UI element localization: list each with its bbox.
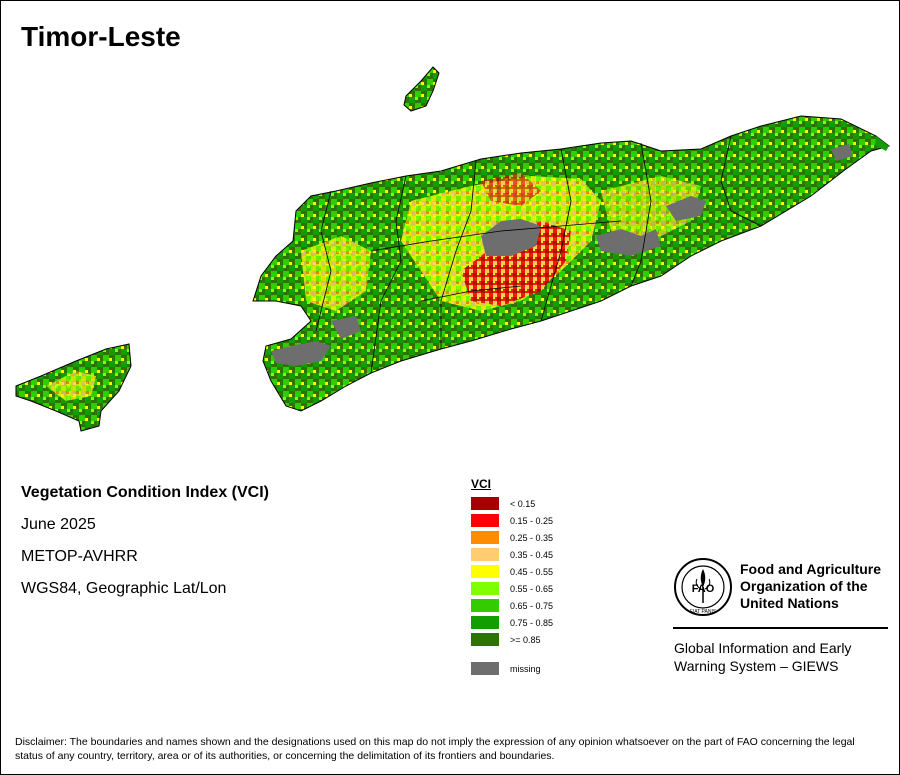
legend-row: >= 0.85 (471, 631, 553, 648)
legend-label: 0.75 - 0.85 (510, 617, 554, 628)
legend-row: 0.45 - 0.55 (471, 563, 553, 580)
legend-label: 0.55 - 0.65 (510, 583, 554, 594)
map-date: June 2025 (21, 516, 96, 533)
legend-title: VCI (471, 477, 492, 491)
legend-swatch (471, 514, 499, 527)
missing-data-areas (271, 144, 853, 366)
legend-row: 0.55 - 0.65 (471, 580, 553, 597)
dry-zone-west (301, 236, 371, 311)
legend-row-missing: missing (471, 660, 553, 677)
legend-swatch (471, 565, 499, 578)
organization-line-2: Organization of the (740, 578, 868, 594)
legend-label: < 0.15 (510, 498, 536, 509)
legend-label: 0.35 - 0.45 (510, 549, 554, 560)
admin-boundaries (315, 135, 762, 374)
legend-label: 0.65 - 0.75 (510, 600, 554, 611)
index-heading: Vegetation Condition Index (VCI) (21, 484, 269, 501)
main-island (252, 115, 891, 412)
fao-logo-text: FAO (692, 583, 715, 595)
projection-text: WGS84, Geographic Lat/Lon (21, 580, 227, 597)
legend-swatch (471, 599, 499, 612)
legend-row: 0.35 - 0.45 (471, 546, 553, 563)
legend-swatch (471, 548, 499, 561)
legend-label-missing: missing (510, 663, 541, 674)
legend-row: 0.65 - 0.75 (471, 597, 553, 614)
vci-map (15, 66, 891, 432)
organization-line-1: Food and Agriculture (740, 561, 882, 577)
oecusse-dry-zone (46, 371, 96, 401)
vci-legend: VCI < 0.15 0.15 - 0.25 0.25 - 0.35 0.35 - 0… (471, 477, 553, 677)
legend-label: 0.15 - 0.25 (510, 515, 554, 526)
legend-swatch-missing (471, 662, 499, 675)
atauro-island (403, 66, 440, 112)
legend-label: 0.25 - 0.35 (510, 532, 554, 543)
legend-swatch (471, 497, 499, 510)
legend-row: < 0.15 (471, 495, 553, 512)
system-line-2: Warning System – GIEWS (674, 658, 839, 674)
map-info: Vegetation Condition Index (VCI) June 20… (21, 481, 269, 598)
logo-divider (673, 627, 888, 629)
fao-logo-icon: FAO FIAT PANIS (674, 558, 732, 616)
legend-swatch (471, 582, 499, 595)
map-title: Timor-Leste (21, 21, 181, 52)
dry-zone-east (601, 176, 701, 241)
organization-name: Food and Agriculture Organization of the… (740, 561, 881, 612)
oecusse-east-tip (875, 136, 889, 151)
disclaimer-text: Disclaimer: The boundaries and names sho… (15, 736, 855, 762)
legend-swatch (471, 531, 499, 544)
legend-row: 0.15 - 0.25 (471, 512, 553, 529)
sensor-name: METOP-AVHRR (21, 548, 138, 565)
organization-line-3: United Nations (740, 595, 839, 611)
system-name: Global Information and Early Warning Sys… (674, 639, 851, 675)
legend-row: 0.25 - 0.35 (471, 529, 553, 546)
legend-swatch (471, 633, 499, 646)
fao-logo-motto: FIAT PANIS (690, 609, 717, 615)
legend-label: >= 0.85 (510, 634, 541, 645)
red-zone-north (481, 173, 541, 206)
red-zone-central (461, 221, 571, 306)
system-line-1: Global Information and Early (674, 640, 852, 656)
legend-swatch (471, 616, 499, 629)
legend-row: 0.75 - 0.85 (471, 614, 553, 631)
legend-classes: < 0.15 0.15 - 0.25 0.25 - 0.35 0.35 - 0.45 0… (471, 495, 553, 648)
legend-label: 0.45 - 0.55 (510, 566, 554, 577)
